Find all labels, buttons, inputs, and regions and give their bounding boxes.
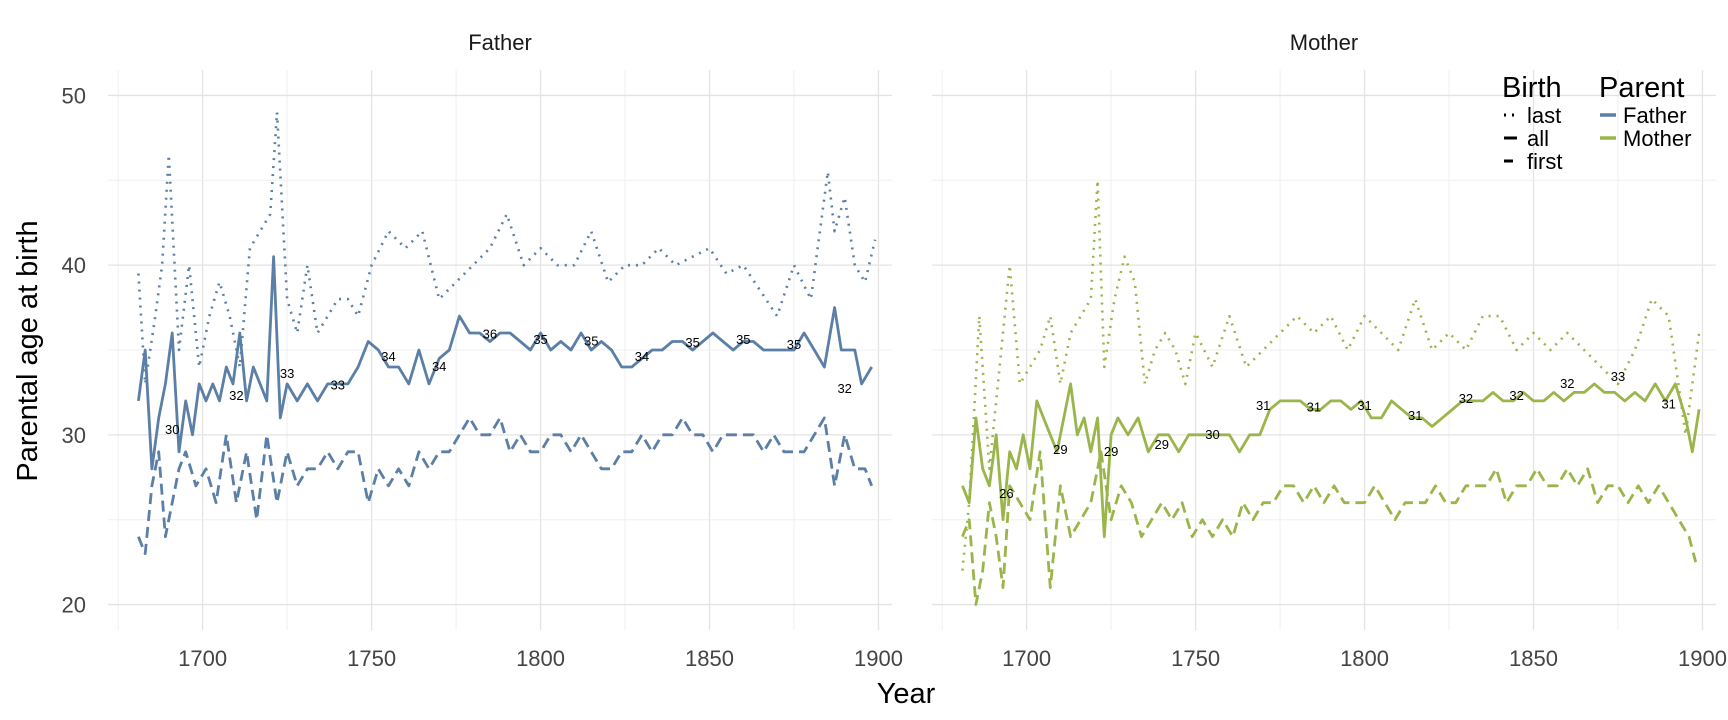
data-label: 32	[837, 381, 851, 396]
data-label: 30	[1205, 427, 1219, 442]
legend-title-birth: Birth	[1502, 72, 1562, 104]
data-label: 34	[432, 359, 446, 374]
x-tick-label: 1750	[1171, 646, 1220, 671]
data-label: 29	[1053, 442, 1067, 457]
grid-lines	[932, 70, 1716, 630]
data-label: 33	[1611, 369, 1625, 384]
panel-father: Father 1700 1750 1800 1850 1900 20 30 40 50 30 32 33…	[62, 30, 903, 671]
data-label: 32	[1560, 376, 1574, 391]
x-tick-label: 1850	[685, 646, 734, 671]
data-label: 31	[1307, 400, 1321, 415]
series-line-first	[961, 450, 1698, 606]
x-tick-label: 1800	[516, 646, 565, 671]
y-tick-label: 30	[62, 423, 86, 448]
legend-label-last: last	[1527, 103, 1561, 128]
series-line-all	[137, 255, 873, 471]
x-tick-label: 1900	[854, 646, 903, 671]
series-line-last	[137, 111, 877, 386]
x-tick-label: 1800	[1340, 646, 1389, 671]
data-label: 31	[1256, 398, 1270, 413]
data-label: 34	[381, 349, 395, 364]
legend-label-mother: Mother	[1623, 126, 1691, 151]
data-label: 33	[280, 366, 294, 381]
chart-panels: Father 1700 1750 1800 1850 1900 20 30 40 50 30 32 33…	[62, 30, 1727, 671]
x-axis-title: Year	[877, 678, 936, 710]
y-axis-title: Parental age at birth	[12, 220, 44, 481]
data-label: 32	[1459, 391, 1473, 406]
y-tick-label: 20	[62, 593, 86, 618]
data-label: 34	[635, 349, 649, 364]
data-label: 33	[331, 378, 345, 393]
data-label: 36	[483, 327, 497, 342]
x-tick-label: 1700	[1002, 646, 1051, 671]
x-tick-label: 1850	[1509, 646, 1558, 671]
panel-title: Father	[468, 30, 532, 55]
data-label: 35	[685, 335, 699, 350]
data-label: 29	[1155, 437, 1169, 452]
legend-title-parent: Parent	[1599, 72, 1684, 104]
data-label: 31	[1408, 408, 1422, 423]
series-line-all	[961, 382, 1701, 539]
panel-mother: Mother 1700 1750 1800 1850 1900 26 29 29 29 30 31 31…	[932, 30, 1727, 671]
series-line-first	[137, 416, 874, 555]
data-label: 31	[1661, 396, 1675, 411]
x-tick-label: 1900	[1678, 646, 1727, 671]
x-tick-label: 1750	[347, 646, 396, 671]
data-label: 31	[1357, 398, 1371, 413]
data-label: 35	[533, 332, 547, 347]
grid-lines	[108, 70, 892, 630]
data-label: 35	[584, 334, 598, 349]
legend-label-all: all	[1527, 126, 1549, 151]
y-tick-label: 40	[62, 253, 86, 278]
legend-label-father: Father	[1623, 103, 1687, 128]
data-label: 35	[736, 332, 750, 347]
data-label: 26	[999, 486, 1013, 501]
panel-title: Mother	[1290, 30, 1358, 55]
x-tick-label: 1700	[178, 646, 227, 671]
data-label: 32	[1509, 388, 1523, 403]
y-tick-label: 50	[62, 83, 86, 108]
data-label: 30	[165, 422, 179, 437]
data-label: 32	[229, 388, 243, 403]
legend-label-first: first	[1527, 149, 1562, 174]
data-label: 29	[1104, 444, 1118, 459]
data-label: 35	[787, 337, 801, 352]
series-line-last	[961, 179, 1701, 571]
